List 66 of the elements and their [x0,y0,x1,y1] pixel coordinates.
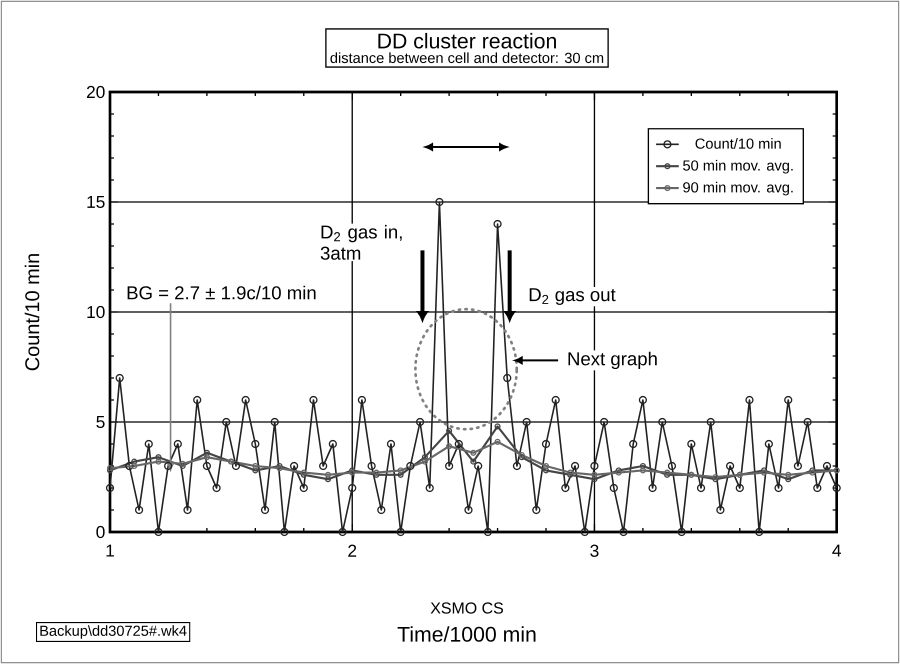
point [760,470,768,476]
point [809,467,816,474]
chart-title: DD cluster reaction [378,32,556,49]
point [494,423,501,430]
point [252,467,258,474]
point [446,428,452,434]
legend-label: Count/10 min [696,138,781,149]
point [542,462,550,470]
x-tick-label: 4 [832,544,841,557]
legend-label: 50 min mov. avg. [683,160,793,174]
point [640,462,646,470]
text: XSMO CS [430,602,504,614]
point [446,443,452,450]
y-tick-label: 10 [87,306,105,318]
point [204,450,210,456]
point [324,472,332,478]
point [180,462,186,470]
y-tick-label: 5 [96,416,105,428]
x-tick-label: 3 [590,544,598,557]
point [616,470,622,476]
point [760,467,768,474]
point [616,467,622,474]
point [131,458,138,465]
point [640,467,646,474]
point [276,465,283,472]
point [398,467,404,474]
point [349,467,356,474]
point [518,452,525,458]
point [470,450,476,456]
point [155,454,162,460]
y-tick-label: 20 [86,86,105,98]
x-tick-label: 2 [348,544,356,557]
point [591,476,598,482]
point [422,454,428,460]
point [155,458,162,465]
y-tick-label: 15 [87,196,105,208]
point [324,476,332,482]
point [809,470,816,476]
annotation: BG = 2.7 ± 1.9c/10 min [128,286,316,300]
point [398,472,404,478]
x-tick-label: 1 [106,544,114,557]
y-axis-title: Count/10 min [24,254,40,370]
point [180,460,186,467]
annotation: D$_{2}$ gas in, 3atm [320,224,402,260]
x-axis-title: Time/1000 min [398,626,536,642]
point [131,462,138,470]
text: Backup\dd30725#.wk4 [40,625,187,639]
point [785,472,792,478]
point [349,470,356,476]
point [204,454,210,460]
point [422,458,428,465]
point [494,438,501,445]
point [252,462,258,470]
annotation: D$_{2}$ gas out [530,288,616,305]
point [518,454,525,460]
chart-subtitle: distance between cell and detector: 30 cm [330,52,604,64]
point [785,476,792,482]
y-tick-label: 0 [96,526,105,538]
point [470,458,476,465]
point [542,467,550,474]
point [712,474,719,480]
point [276,462,283,470]
point [712,476,719,482]
point [591,472,598,478]
annotation: Next graph [568,352,657,370]
legend-label: 90 min mov. avg. [683,182,793,196]
